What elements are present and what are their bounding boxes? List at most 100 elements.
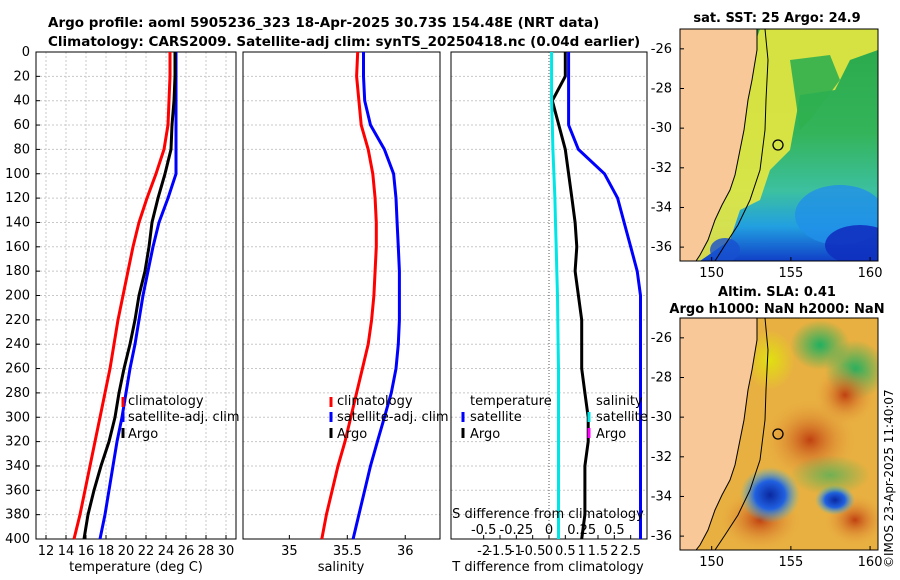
legend-s-satellite-adj: satellite-adj. clim [337,410,449,425]
y-tick-label: 260 [5,362,30,377]
legend-s-argo: Argo [337,427,367,442]
x-tick-label: -0.5 [520,544,545,559]
y-tick-label: 280 [5,386,30,401]
map-y-tick-label: -26 [651,331,672,346]
y-tick-label: 300 [5,410,30,425]
y-tick-label: 40 [13,94,30,109]
map-x-tick-label: 160 [858,555,883,570]
float-marker-sst [772,139,784,151]
map-y-tick-label: -32 [651,161,672,176]
legend-d-salinity: salinity [596,394,643,409]
map-y-tick-label: -36 [651,529,672,544]
x-tick-label: 22 [138,544,155,559]
salinity-legend: climatology satellite-adj. clim Argo [329,394,449,442]
y-tick-label: 320 [5,435,30,450]
x-tick-label: 2.5 [620,544,641,559]
series-line-salinity-satellite [550,52,560,539]
y-tick-label: 80 [13,142,30,157]
y-tick-label: 400 [5,532,30,547]
x-tick-label: 1.5 [588,544,609,559]
t-difference-xlabel: T difference from climatology [451,560,644,575]
series-line-climatology [320,51,378,540]
y-tick-label: 340 [5,459,30,474]
map-x-tick-label: 155 [778,555,803,570]
map-x-tick-label: 160 [858,266,883,281]
map-x-tick-label: 155 [778,266,803,281]
x-tick-label: -1 [510,544,523,559]
y-tick-label: 120 [5,191,30,206]
figure-title-line1: Argo profile: aoml 5905236_323 18-Apr-20… [48,15,599,31]
x-tick-label: 1 [578,544,586,559]
legend-d-t-satellite: satellite [470,410,522,425]
y-tick-label: 20 [13,69,30,84]
legend-d-s-argo: Argo [596,427,626,442]
x-tick-label: 18 [98,544,115,559]
map-y-tick-label: -34 [651,200,672,215]
map-y-tick-label: -30 [651,410,672,425]
y-tick-label: 220 [5,313,30,328]
map-x-tick-label: 150 [699,266,724,281]
x-tick-label: 14 [58,544,75,559]
imos-timestamp: ©IMOS 23-Apr-2025 11:40:07 [882,389,896,568]
y-tick-label: 380 [5,508,30,523]
map-y-tick-label: -28 [651,81,672,96]
map-y-tick-label: -28 [651,370,672,385]
legend-climatology: climatology [128,394,204,409]
salinity-xlabel: salinity [318,560,365,575]
x-tick-label: 0.5 [555,544,576,559]
difference-panel: -2-1.5-1-0.5 0 0.5 1 1.5 2 2.5 -0.5 -0.25 0 0.25 0… [450,51,648,575]
s-tick-label: 0 [545,523,553,538]
map-y-tick-label: -32 [651,450,672,465]
y-tick-label: 160 [5,240,30,255]
y-tick-label: 360 [5,483,30,498]
x-tick-label: 36 [397,544,414,559]
series-line-argo [82,52,177,540]
sla-map-title2: Argo h1000: NaN h2000: NaN [669,302,884,317]
series-line-satellite-adj-clim [98,52,178,540]
sla-map-panel: Altim. SLA: 0.41 Argo h1000: NaN h2000: … [651,285,885,570]
x-tick-label: 2 [610,544,618,559]
legend-s-climatology: climatology [337,394,413,409]
temperature-xlabel: temperature (deg C) [69,560,203,575]
y-tick-label: 0 [22,45,30,60]
series-line-climatology [72,52,172,540]
s-difference-xlabel: S difference from climatology [452,507,644,522]
x-tick-label: -1.5 [487,544,512,559]
x-tick-label: 16 [78,544,95,559]
figure-title-line2: Climatology: CARS2009. Satellite-adj cli… [48,34,640,50]
temperature-panel: 0 20 40 60 80 100 120 140 160 180 200 220 240 260 280 3… [5,45,239,575]
x-tick-label: 20 [118,544,135,559]
x-tick-label: 28 [198,544,215,559]
y-tick-label: 200 [5,289,30,304]
x-tick-label: 30 [218,544,235,559]
float-marker-sla [772,428,784,440]
x-tick-label: 35 [281,544,298,559]
y-tick-label: 60 [13,118,30,133]
map-y-tick-label: -36 [651,240,672,255]
legend-satellite-adj: satellite-adj. clim [128,410,240,425]
sst-map-title: sat. SST: 25 Argo: 24.9 [693,11,860,26]
salinity-panel: 35 35.5 36 salinity climatology satellite-… [242,51,449,575]
s-tick-label: -0.25 [500,523,534,538]
legend-d-t-argo: Argo [470,427,500,442]
x-tick-label: 35.5 [333,544,362,559]
map-y-tick-label: -26 [651,42,672,57]
series-line-temperature-satellite [567,52,642,539]
y-tick-label: 180 [5,264,30,279]
temperature-legend: climatology satellite-adj. clim Argo [121,394,240,442]
y-tick-label: 100 [5,167,30,182]
sst-map-panel: sat. SST: 25 Argo: 24.9 -26 -28 -30 -32 -34 -… [651,11,883,281]
map-y-tick-label: -34 [651,489,672,504]
legend-argo: Argo [128,427,158,442]
sla-map-title1: Altim. SLA: 0.41 [718,285,836,300]
x-tick-label: 12 [38,544,55,559]
y-tick-label: 240 [5,337,30,352]
y-tick-label: 140 [5,215,30,230]
difference-legend: temperature satellite Argo salinity sate… [461,394,648,442]
series-line-satellite-adj-clim [351,52,401,540]
x-tick-label: 26 [178,544,195,559]
x-tick-label: 0 [545,544,553,559]
x-tick-label: 24 [158,544,175,559]
x-tick-label: -2 [477,544,490,559]
s-tick-label: 0.5 [604,523,625,538]
